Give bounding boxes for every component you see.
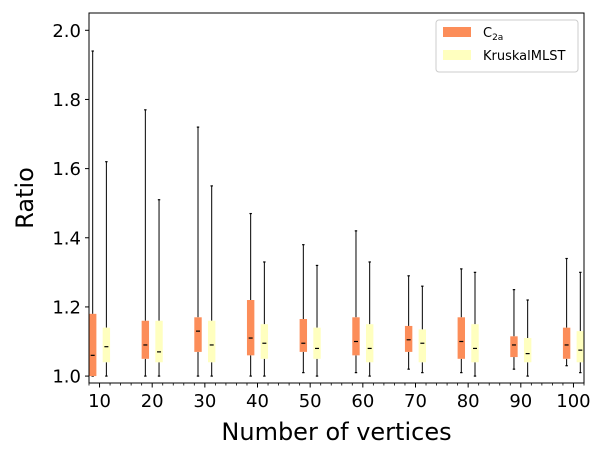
x-tick-label: 10	[88, 391, 111, 412]
box-iqr	[313, 327, 321, 359]
box-kruskalmlst-80	[471, 271, 479, 377]
box-iqr	[141, 320, 150, 359]
box-c-40	[246, 212, 255, 377]
box-iqr	[365, 324, 374, 363]
legend-label-kruskalmlst: KruskalMLST	[483, 49, 565, 64]
box-kruskalmlst-50	[313, 264, 321, 377]
legend-swatch-kruskalmlst	[443, 50, 471, 60]
box-iqr	[260, 324, 269, 359]
x-tick-label: 80	[457, 391, 480, 412]
x-tick-label: 30	[193, 391, 216, 412]
box-iqr	[523, 338, 532, 363]
box-iqr	[418, 329, 427, 363]
box-iqr	[89, 313, 97, 377]
box-iqr	[299, 319, 308, 352]
legend-frame	[435, 19, 579, 73]
box-iqr	[510, 336, 518, 358]
box-iqr	[352, 317, 360, 356]
legend-label-c2a: C2a	[483, 26, 503, 43]
y-axis-title: Ratio	[11, 167, 39, 229]
x-tick-label: 90	[509, 391, 532, 412]
box-c-30	[194, 126, 202, 377]
box-iqr	[471, 324, 479, 363]
box-c-50	[299, 244, 308, 374]
box-iqr	[194, 317, 202, 352]
y-tick-label: 1.6	[52, 159, 81, 180]
box-iqr	[207, 320, 216, 363]
plot-area	[89, 13, 584, 383]
box-c-80	[457, 268, 466, 374]
box-iqr	[102, 327, 111, 363]
box-kruskalmlst-20	[155, 199, 163, 377]
x-tick-label: 50	[299, 391, 322, 412]
y-tick-label: 1.8	[52, 90, 81, 111]
x-tick-label: 60	[351, 391, 374, 412]
y-tick-label: 2.0	[52, 21, 81, 42]
box-c-20	[141, 109, 150, 377]
legend-swatch-c2a	[443, 27, 471, 37]
box-kruskalmlst-90	[523, 299, 532, 377]
box-iqr	[246, 300, 255, 356]
legend: C2a KruskalMLST	[435, 19, 579, 73]
box-c-100	[562, 257, 571, 367]
y-tick-label: 1.2	[52, 297, 81, 318]
legend-label-c2a-subscript: 2a	[492, 33, 503, 43]
x-tick-label: 70	[404, 391, 427, 412]
box-c-10	[89, 50, 97, 377]
box-kruskalmlst-30	[207, 185, 216, 377]
x-tick-label: 100	[556, 391, 590, 412]
box-kruskalmlst-60	[365, 261, 374, 377]
legend-label-c2a-main: C	[483, 26, 492, 41]
y-tick-label: 1.4	[52, 228, 81, 249]
box-iqr	[457, 317, 466, 359]
box-kruskalmlst-70	[418, 285, 427, 374]
box-kruskalmlst-100	[576, 271, 584, 374]
box-iqr	[404, 325, 413, 352]
axes-frame	[88, 12, 585, 384]
x-axis-title: Number of vertices	[221, 418, 451, 446]
box-iqr	[576, 331, 584, 363]
box-iqr	[155, 320, 163, 363]
y-tick-label: 1.0	[52, 367, 81, 388]
box-kruskalmlst-40	[260, 261, 269, 377]
x-tick-label: 20	[141, 391, 164, 412]
box-kruskalmlst-10	[102, 161, 111, 377]
box-c-70	[404, 275, 413, 370]
box-c-60	[352, 230, 360, 374]
x-tick-label: 40	[246, 391, 269, 412]
boxes-layer	[89, 50, 584, 377]
box-c-90	[510, 289, 518, 370]
axes-layer: 1.0 1.2 1.4 1.6 1.8 2.0 10 20 30 40 50 60 70 80 90 100	[52, 12, 591, 412]
box-iqr	[562, 327, 571, 359]
